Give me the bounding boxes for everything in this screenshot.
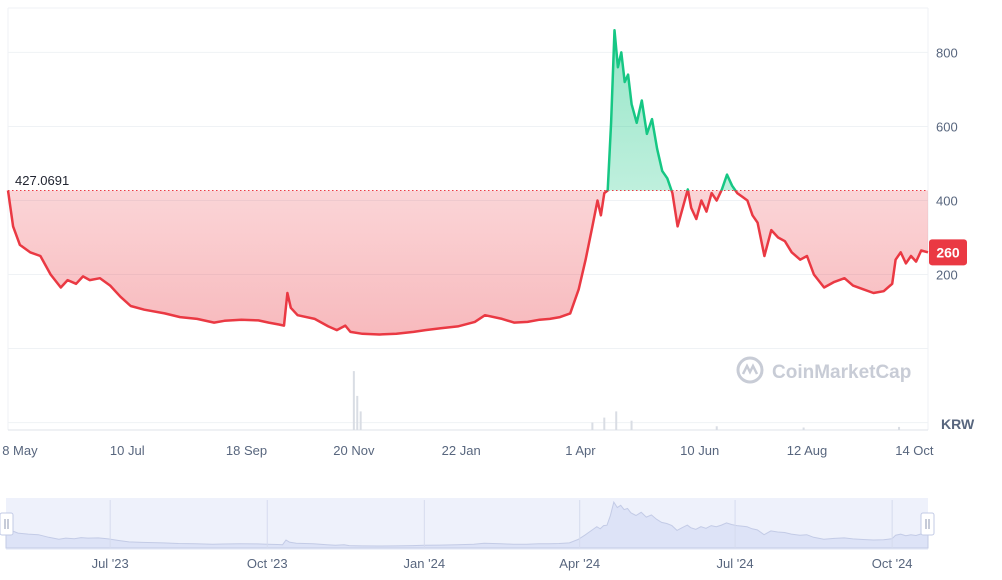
area-below-baseline xyxy=(8,190,928,335)
volume-bar xyxy=(715,426,718,430)
x-tick-label: 1 Apr xyxy=(565,443,596,458)
x-tick-label: 14 Oct xyxy=(895,443,934,458)
x-tick-label: 12 Aug xyxy=(787,443,828,458)
volume-bar xyxy=(898,426,901,430)
y-tick-label: 200 xyxy=(936,268,958,283)
baseline-label: 427.0691 xyxy=(10,170,82,190)
volume-bar xyxy=(591,422,594,430)
price-line-below[interactable] xyxy=(6,30,929,336)
navigator-tick-label: Jul '23 xyxy=(92,556,129,571)
navigator-grid xyxy=(109,500,893,548)
watermark-text: CoinMarketCap xyxy=(772,362,911,383)
volume-bar xyxy=(359,411,362,430)
y-axis: 800 600 400 200 xyxy=(936,45,958,282)
volume-bar xyxy=(352,371,355,430)
volume-bar xyxy=(603,417,606,430)
current-price-badge: 260 xyxy=(929,239,967,266)
volume-bar xyxy=(615,411,618,430)
navigator-tick-label: Jan '24 xyxy=(404,556,446,571)
navigator[interactable]: Jul '23 Oct '23 Jan '24 Apr '24 Jul '24 Oct '… xyxy=(0,498,935,571)
navigator-tick-label: Jul '24 xyxy=(716,556,753,571)
navigator-axis: Jul '23 Oct '23 Jan '24 Apr '24 Jul '24 Oct '… xyxy=(92,556,913,571)
currency-label: KRW xyxy=(941,416,975,432)
volume-bar xyxy=(802,427,805,430)
coinmarketcap-logo-icon xyxy=(736,356,764,384)
x-tick-label: 10 Jul xyxy=(110,443,145,458)
navigator-area xyxy=(5,500,929,549)
volume-bars xyxy=(352,371,901,430)
x-tick-label: 20 Nov xyxy=(333,443,375,458)
y-tick-label: 600 xyxy=(936,119,958,134)
current-price-value: 260 xyxy=(936,244,960,260)
x-tick-label: 10 Jun xyxy=(680,443,719,458)
navigator-left-handle[interactable] xyxy=(0,512,14,536)
x-tick-label: 22 Jan xyxy=(442,443,481,458)
navigator-tick-label: Oct '23 xyxy=(247,556,288,571)
volume-bar xyxy=(630,420,633,430)
area-above-baseline xyxy=(607,30,736,191)
watermark: CoinMarketCap xyxy=(736,356,911,384)
baseline-value: 427.0691 xyxy=(15,173,69,188)
navigator-tick-label: Apr '24 xyxy=(559,556,600,571)
y-tick-label: 800 xyxy=(936,45,958,60)
navigator-tick-label: Oct '24 xyxy=(872,556,913,571)
x-tick-label: 8 May xyxy=(2,443,38,458)
x-tick-label: 18 Sep xyxy=(226,443,267,458)
y-tick-label: 400 xyxy=(936,193,958,208)
volume-bar xyxy=(356,395,359,430)
navigator-right-handle[interactable] xyxy=(920,512,935,536)
x-axis: 8 May 10 Jul 18 Sep 20 Nov 22 Jan 1 Apr 10 Jun… xyxy=(2,443,934,458)
